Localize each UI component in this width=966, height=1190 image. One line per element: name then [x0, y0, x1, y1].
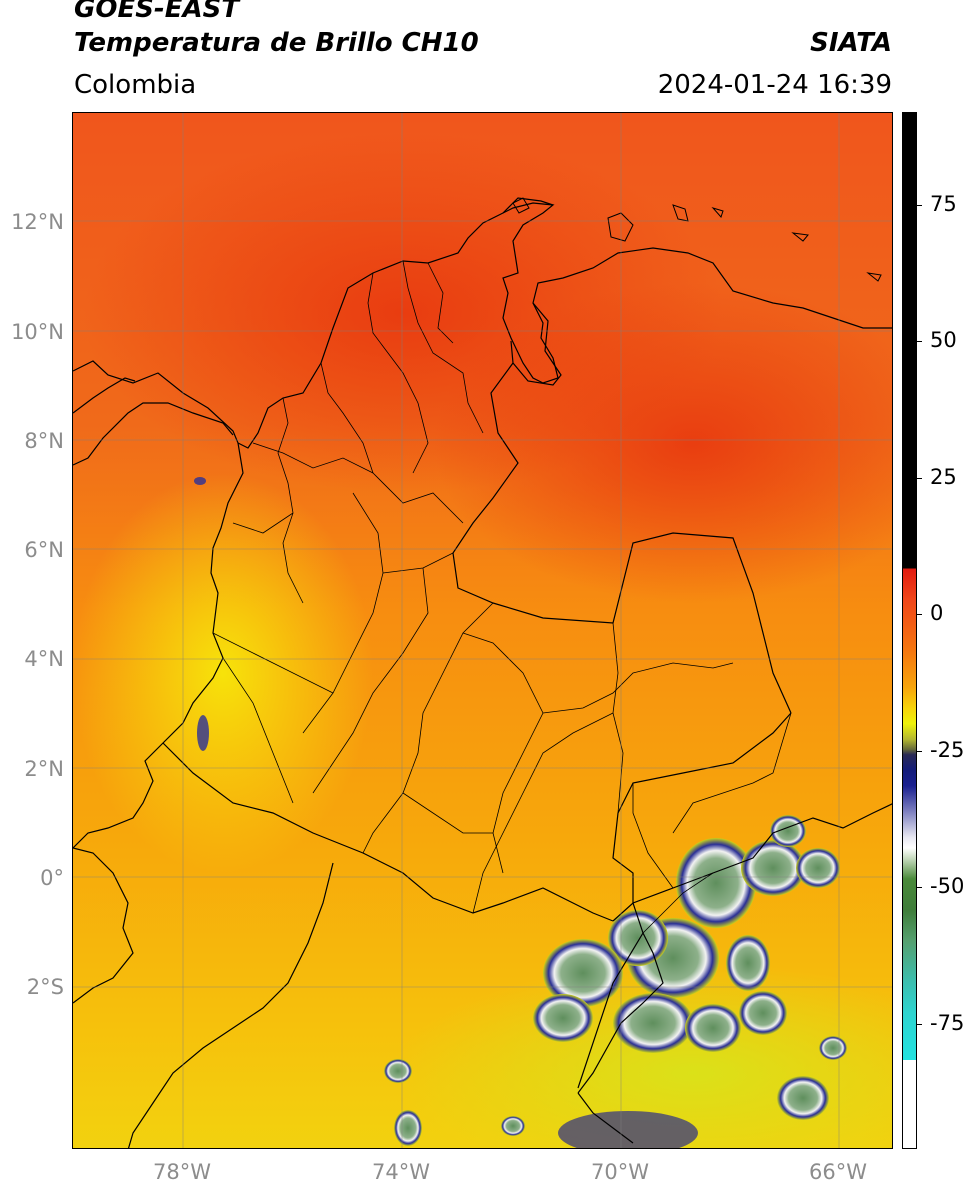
colorbar-tick — [917, 751, 922, 752]
convective-clouds — [194, 477, 847, 1148]
island-curacao — [607, 212, 634, 242]
division-line — [312, 567, 429, 794]
panama-coastline — [73, 402, 234, 466]
division-line — [252, 442, 464, 524]
colorbar-label: -75 — [930, 1011, 965, 1035]
cloud-cell — [777, 1076, 829, 1120]
cloud-cell — [770, 815, 806, 847]
island — [791, 232, 809, 242]
lake-maracaibo — [510, 302, 562, 386]
colorbar-tick — [917, 478, 922, 479]
warm-area-northeast — [433, 283, 892, 603]
colorbar-label: 25 — [930, 465, 957, 489]
venezuela-brazil-border — [612, 803, 892, 922]
cloud-cell — [741, 840, 805, 896]
map-canvas — [73, 113, 892, 1148]
island-aruba — [512, 197, 530, 214]
division-line — [212, 632, 334, 694]
lat-tick-label: 10°N — [11, 320, 64, 344]
satellite-title: GOES-EAST — [74, 0, 240, 24]
colorbar-tick — [917, 341, 922, 342]
cloud-cell — [394, 1110, 422, 1146]
cloud-cell — [194, 477, 206, 485]
division-line — [472, 712, 614, 914]
colorbar-tick — [917, 887, 922, 888]
lon-tick-label: 66°W — [809, 1160, 867, 1184]
cool-area-pacific — [73, 473, 373, 873]
cloud-cell — [384, 1059, 412, 1083]
cloud-cell — [533, 994, 593, 1042]
cloud-cell — [543, 939, 623, 1007]
colorbar-label: 75 — [930, 192, 957, 216]
cloud-cell — [613, 993, 693, 1053]
product-title: Temperatura de Brillo CH10 — [74, 28, 479, 58]
division-line — [277, 397, 304, 604]
division-line — [632, 783, 674, 889]
peru-coastline — [127, 862, 334, 1148]
brightness-temperature-map — [72, 112, 893, 1149]
colorbar-label: -25 — [930, 738, 965, 762]
lat-tick-label: 12°N — [11, 210, 64, 234]
caribbean-coastline — [73, 202, 892, 449]
division-line — [320, 362, 374, 474]
division-line — [642, 872, 714, 934]
island — [711, 207, 724, 218]
colorbar-tick — [917, 205, 922, 206]
temperature-colorbar — [902, 112, 917, 1149]
tres-fronteras-line — [577, 932, 644, 1089]
amazon-border — [577, 1092, 634, 1144]
lon-tick-label: 78°W — [153, 1160, 211, 1184]
guajira-coast — [502, 197, 554, 214]
division-line — [367, 272, 429, 474]
region-label: Colombia — [74, 70, 197, 100]
colombia-ecuador-peru-border — [162, 742, 614, 922]
lon-tick-label: 70°W — [591, 1160, 649, 1184]
graticule — [73, 113, 892, 1148]
lon-tick-label: 74°W — [372, 1160, 430, 1184]
division-line — [222, 657, 294, 804]
agency-label: SIATA — [810, 28, 892, 58]
colorbar-tick — [917, 614, 922, 615]
pacific-coastline — [73, 442, 244, 849]
division-line — [232, 512, 294, 534]
division-line — [427, 262, 454, 344]
division-line — [362, 602, 494, 854]
panama-north-coast — [73, 377, 136, 414]
cloud-cell — [819, 1036, 847, 1060]
cloud-cell — [796, 848, 840, 888]
lat-tick-label: 6°N — [24, 538, 64, 562]
cloud-cell — [501, 1116, 525, 1136]
cloud-cell — [676, 838, 756, 928]
cloud-cell — [726, 935, 770, 991]
lat-tick-label: 8°N — [24, 429, 64, 453]
cloud-cell — [685, 1004, 741, 1052]
colorbar-label: -50 — [930, 874, 965, 898]
island — [866, 272, 882, 282]
colorbar-tick — [917, 1024, 922, 1025]
datetime-label: 2024-01-24 16:39 — [657, 70, 892, 100]
ecuador-coastline — [73, 847, 134, 1004]
cloud-cell — [739, 991, 787, 1035]
colorbar-label: 50 — [930, 328, 957, 352]
division-line — [672, 712, 792, 834]
colorbar-label: 0 — [930, 601, 944, 625]
division-line — [542, 662, 734, 714]
division-line — [402, 260, 484, 434]
cloud-cell — [197, 715, 209, 751]
lat-tick-label: 2°N — [24, 757, 64, 781]
division-line — [402, 792, 493, 834]
lat-tick-label: 2°S — [26, 975, 64, 999]
lat-tick-label: 0° — [40, 866, 64, 890]
division-line — [462, 632, 544, 874]
lat-tick-label: 4°N — [24, 647, 64, 671]
cloud-band — [558, 1111, 698, 1148]
